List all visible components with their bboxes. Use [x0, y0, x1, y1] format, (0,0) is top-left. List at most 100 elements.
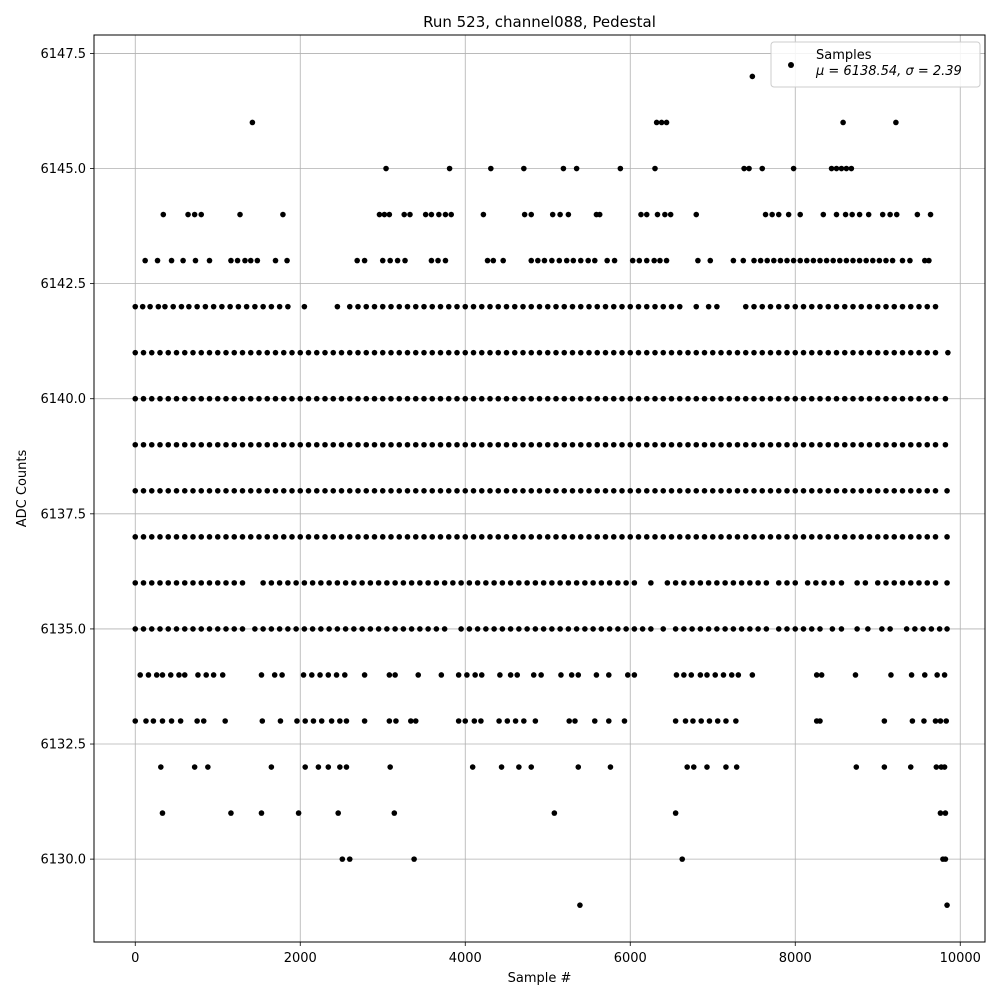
data-point: [899, 441, 906, 448]
data-point: [690, 764, 697, 770]
data-point: [330, 488, 337, 494]
data-point: [478, 488, 485, 494]
data-point: [239, 534, 246, 540]
data-point: [577, 488, 584, 494]
data-point: [200, 718, 207, 724]
data-point: [223, 580, 229, 586]
data-point: [268, 303, 275, 310]
data-point: [865, 626, 871, 632]
data-point: [797, 257, 803, 264]
data-point: [907, 395, 914, 402]
data-point: [821, 580, 827, 586]
data-point: [653, 119, 660, 126]
data-point: [271, 672, 278, 678]
data-point: [181, 534, 188, 540]
data-point: [577, 395, 584, 402]
data-point: [883, 257, 889, 264]
data-point: [594, 395, 601, 402]
data-point: [228, 810, 234, 816]
data-point: [487, 349, 493, 356]
data-point: [231, 441, 238, 448]
data-point: [214, 488, 221, 494]
data-point: [627, 349, 634, 356]
data-point: [549, 257, 555, 264]
data-point: [474, 580, 481, 586]
data-point: [363, 534, 370, 540]
data-point: [355, 303, 361, 310]
data-point: [429, 349, 436, 356]
data-point: [388, 395, 394, 402]
data-point: [157, 626, 163, 632]
data-point: [891, 303, 898, 310]
data-point: [470, 303, 477, 310]
data-point: [474, 626, 481, 632]
data-point: [462, 303, 469, 310]
data-point: [651, 257, 657, 264]
data-point: [800, 349, 807, 356]
data-point: [629, 257, 636, 264]
data-point: [326, 580, 332, 586]
data-point: [491, 626, 497, 632]
data-point: [573, 165, 580, 172]
data-point: [586, 441, 592, 448]
data-point: [936, 626, 943, 632]
data-point: [376, 211, 383, 218]
data-point: [932, 441, 939, 448]
data-point: [177, 718, 184, 724]
data-point: [411, 856, 417, 862]
data-point: [214, 349, 221, 356]
data-point: [433, 626, 440, 632]
data-point: [157, 441, 163, 448]
data-point: [866, 303, 873, 310]
data-point: [495, 395, 502, 402]
data-point: [499, 626, 506, 632]
data-point: [800, 395, 807, 402]
data-point: [944, 580, 950, 586]
data-point: [359, 626, 365, 632]
data-point: [784, 488, 790, 494]
data-point: [916, 303, 922, 310]
data-point: [561, 395, 568, 402]
data-point: [491, 580, 497, 586]
data-point: [903, 626, 910, 632]
data-point: [643, 257, 650, 264]
data-point: [907, 534, 914, 540]
data-point: [170, 303, 176, 310]
data-point: [412, 303, 419, 310]
data-point: [602, 534, 609, 540]
data-point: [173, 488, 180, 494]
data-point: [478, 672, 485, 678]
data-point: [142, 257, 148, 264]
data-point: [140, 349, 147, 356]
data-point: [838, 626, 845, 632]
data-point: [450, 580, 456, 586]
data-point: [701, 534, 708, 540]
data-point: [540, 580, 547, 586]
y-tick-label: 6145.0: [41, 162, 87, 177]
data-point: [272, 488, 279, 494]
data-point: [610, 349, 617, 356]
data-point: [709, 441, 716, 448]
data-point: [375, 580, 382, 586]
data-point: [553, 534, 559, 540]
data-point: [800, 626, 807, 632]
data-point: [227, 303, 233, 310]
data-point: [813, 672, 820, 678]
data-point: [297, 395, 304, 402]
data-point: [883, 488, 889, 494]
data-point: [247, 441, 254, 448]
data-point: [817, 349, 823, 356]
data-point: [619, 349, 625, 356]
data-point: [516, 580, 522, 586]
data-point: [841, 441, 848, 448]
data-point: [652, 165, 658, 172]
data-point: [421, 395, 427, 402]
data-point: [532, 626, 539, 632]
data-point: [718, 441, 724, 448]
data-point: [206, 441, 213, 448]
data-point: [808, 441, 815, 448]
data-point: [726, 488, 733, 494]
data-point: [289, 534, 295, 540]
data-point: [198, 441, 205, 448]
